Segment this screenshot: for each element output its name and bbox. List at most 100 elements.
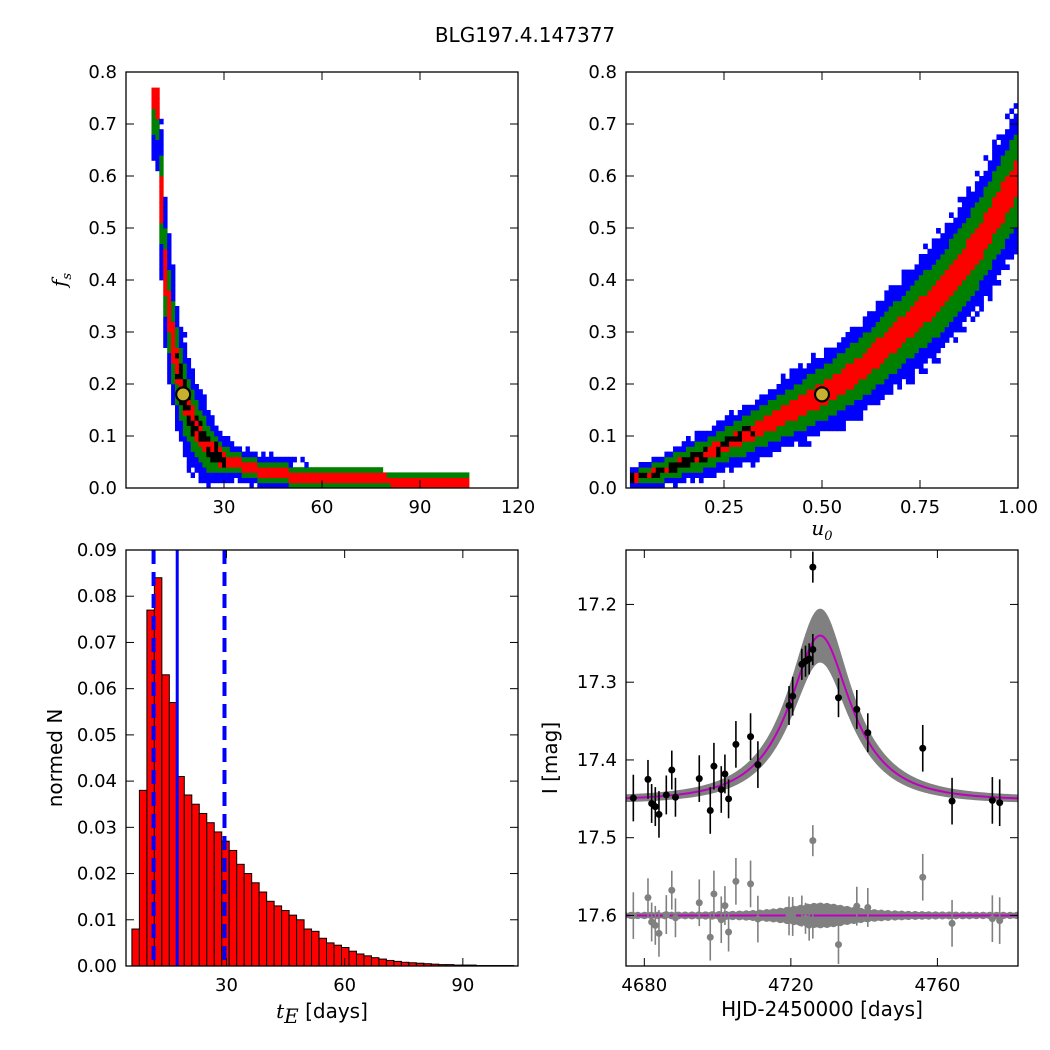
density-cell — [398, 482, 403, 489]
density-cell — [198, 404, 203, 411]
density-cell — [1005, 129, 1010, 135]
density-cell — [992, 243, 997, 250]
density-cell — [828, 368, 833, 374]
density-cell — [841, 384, 846, 390]
density-cell — [910, 373, 915, 380]
data-point — [651, 803, 659, 811]
density-cell — [910, 316, 915, 322]
density-cell — [182, 332, 188, 338]
density-cell — [245, 446, 250, 452]
density-cell — [759, 420, 764, 426]
density-cell — [1005, 150, 1010, 156]
density-cell — [983, 285, 989, 291]
density-cell — [1005, 196, 1010, 203]
density-cell — [987, 274, 993, 281]
density-cell — [944, 311, 950, 317]
density-cell — [905, 332, 911, 338]
density-cell — [923, 285, 928, 291]
density-cell — [720, 420, 726, 426]
density-cell — [996, 202, 1002, 208]
density-cell — [793, 420, 799, 426]
density-cell — [668, 451, 674, 458]
density-cell — [300, 467, 305, 473]
density-cell — [433, 482, 439, 489]
density-cell — [927, 326, 933, 333]
density-cell — [832, 394, 838, 400]
density-cell — [974, 280, 980, 286]
density-cell — [905, 326, 911, 333]
density-cell — [159, 176, 164, 182]
density-cell — [910, 306, 915, 312]
density-cell — [936, 300, 941, 307]
density-cell — [703, 441, 708, 447]
density-cell — [957, 295, 963, 302]
density-cell — [953, 233, 959, 239]
density-cell — [229, 456, 235, 463]
density-cell — [288, 467, 293, 473]
density-cell — [1013, 207, 1019, 213]
density-cell — [897, 300, 902, 307]
density-cell — [836, 404, 842, 411]
density-cell — [1013, 196, 1019, 203]
density-cell — [974, 217, 980, 224]
density-cell — [767, 420, 773, 426]
panel-fs-vs-u0: 0.25 0.50 0.75 1.000.00.10.20.30.40.50.60.7… — [588, 62, 1038, 544]
density-cell — [940, 280, 946, 286]
density-cell — [746, 456, 752, 463]
density-cell — [1009, 160, 1015, 166]
density-cell — [711, 472, 717, 478]
density-cell — [996, 248, 1002, 255]
density-cell — [729, 441, 734, 447]
density-cell — [927, 254, 933, 260]
density-cell — [359, 472, 364, 478]
density-cell — [155, 165, 160, 172]
density-cell — [171, 389, 176, 395]
density-cell — [884, 332, 890, 338]
density-cell — [905, 352, 911, 359]
density-cell — [897, 347, 902, 354]
density-cell — [190, 399, 195, 406]
density-cell — [841, 415, 846, 421]
density-cell — [832, 378, 838, 385]
density-cell — [394, 482, 399, 489]
density-cell — [849, 363, 855, 369]
density-cell — [987, 191, 993, 198]
density-cell — [167, 300, 172, 307]
density-cell — [206, 415, 211, 421]
density-cell — [931, 326, 937, 333]
density-cell — [910, 290, 915, 296]
density-cell — [785, 394, 790, 400]
density-cell — [151, 134, 156, 140]
density-cell — [698, 441, 704, 447]
density-cell — [832, 415, 838, 421]
density-cell — [241, 477, 246, 484]
density-cell — [974, 243, 980, 250]
density-cell — [182, 342, 188, 348]
density-cell — [940, 300, 946, 307]
density-cell — [819, 425, 825, 432]
density-cell — [966, 233, 971, 239]
density-cell — [698, 462, 704, 468]
density-cell — [276, 477, 282, 484]
density-cell — [754, 456, 760, 463]
density-cell — [159, 212, 164, 218]
data-point — [919, 744, 927, 752]
fs-u0-ytick-label: 0.6 — [588, 166, 617, 187]
density-cell — [858, 358, 864, 364]
density-cell — [927, 264, 933, 270]
density-cell — [1000, 139, 1006, 146]
density-cell — [884, 389, 890, 395]
density-cell — [905, 295, 911, 302]
density-cell — [880, 300, 885, 307]
density-cell — [461, 477, 466, 484]
density-cell — [793, 394, 799, 400]
histogram-bar — [198, 812, 208, 967]
density-cell — [936, 248, 941, 255]
density-cell — [660, 467, 665, 473]
density-cell — [716, 462, 721, 468]
density-cell — [1009, 228, 1015, 234]
density-cell — [983, 212, 989, 218]
density-cell — [974, 191, 980, 198]
density-cell — [733, 441, 739, 447]
